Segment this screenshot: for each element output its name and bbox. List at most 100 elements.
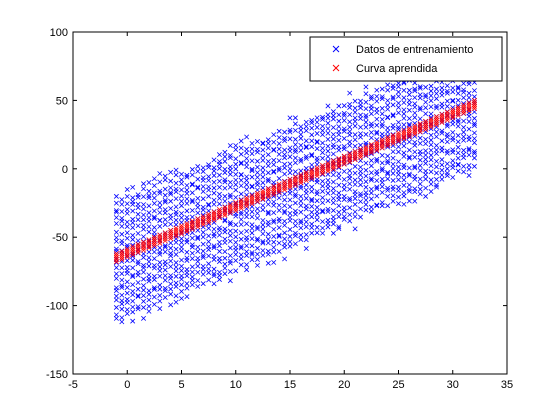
curve-point — [184, 220, 190, 226]
data-point — [254, 262, 260, 268]
curve-point — [379, 139, 385, 145]
data-point — [336, 144, 342, 150]
curve-point — [303, 173, 309, 179]
curve-point — [439, 118, 445, 123]
curve-point — [200, 213, 206, 219]
data-point — [314, 115, 320, 121]
curve-point — [276, 189, 282, 195]
curve-point — [173, 233, 179, 239]
data-point — [309, 203, 315, 209]
data-point — [135, 201, 141, 207]
curve-point — [309, 169, 315, 175]
curve-point — [341, 155, 347, 161]
data-point — [146, 215, 152, 221]
curve-point — [450, 109, 456, 115]
data-point — [314, 209, 320, 215]
data-point — [406, 101, 412, 107]
data-point — [179, 268, 184, 274]
data-point — [461, 169, 467, 175]
curve-point — [303, 171, 309, 177]
data-point — [206, 266, 212, 272]
data-point — [385, 187, 391, 193]
data-point — [466, 146, 472, 152]
data-point — [330, 230, 336, 236]
curve-point — [466, 102, 472, 108]
data-point — [303, 144, 309, 150]
data-point — [428, 181, 434, 187]
curve-point — [374, 145, 380, 151]
data-point — [151, 262, 157, 268]
data-point — [341, 135, 347, 141]
curve-point — [471, 106, 477, 112]
data-point — [433, 105, 439, 111]
curve-point — [423, 124, 429, 130]
curve-point — [211, 209, 217, 215]
data-point — [211, 231, 217, 237]
curve-point — [265, 190, 271, 196]
curve-point — [227, 204, 233, 210]
curve-point — [396, 130, 401, 136]
curve-point — [265, 186, 271, 192]
curve-point — [282, 179, 288, 185]
data-point — [222, 185, 228, 191]
data-point — [379, 94, 385, 100]
data-point — [168, 250, 174, 256]
data-point — [287, 239, 293, 245]
legend-marker-blue-x — [332, 45, 340, 53]
data-point — [124, 311, 130, 317]
data-point — [233, 161, 239, 167]
data-point — [379, 111, 385, 117]
data-point — [227, 155, 233, 161]
data-point — [374, 156, 380, 162]
data-point — [211, 245, 217, 251]
data-point — [141, 276, 147, 282]
data-point — [130, 257, 136, 263]
data-point — [363, 179, 369, 185]
data-point — [162, 177, 168, 183]
curve-point — [358, 148, 364, 154]
curve-point — [379, 137, 385, 143]
data-point — [249, 243, 255, 249]
data-point — [254, 236, 260, 242]
curve-point — [141, 243, 147, 249]
curve-point — [146, 241, 152, 247]
data-point — [341, 118, 347, 124]
data-point — [244, 134, 250, 140]
data-point — [276, 176, 282, 181]
data-point — [200, 281, 206, 287]
curve-point — [428, 124, 434, 130]
data-point — [195, 263, 201, 269]
data-point — [423, 172, 429, 178]
curve-point — [439, 113, 445, 119]
data-point — [189, 207, 195, 213]
data-point — [330, 208, 336, 213]
data-point — [330, 172, 336, 178]
data-point — [352, 196, 358, 201]
data-point — [352, 170, 358, 176]
data-point — [309, 225, 315, 231]
data-point — [244, 243, 250, 249]
data-point — [455, 119, 461, 125]
data-point — [227, 221, 233, 227]
data-point — [298, 218, 304, 224]
data-point — [227, 194, 233, 200]
data-point — [417, 149, 423, 155]
data-point — [222, 149, 228, 155]
data-point — [292, 127, 298, 133]
data-point — [216, 159, 222, 165]
data-point — [260, 147, 266, 153]
data-point — [151, 208, 157, 214]
data-point — [298, 209, 304, 215]
data-point — [265, 163, 271, 169]
data-point — [249, 168, 255, 174]
data-point — [168, 212, 174, 218]
data-point — [141, 287, 147, 293]
data-point — [428, 137, 434, 143]
curve-point — [287, 183, 293, 188]
data-point — [233, 244, 239, 250]
data-point — [428, 111, 434, 117]
curve-point — [254, 190, 260, 196]
data-point — [195, 164, 201, 169]
curve-point — [352, 151, 358, 157]
data-point — [385, 153, 391, 159]
